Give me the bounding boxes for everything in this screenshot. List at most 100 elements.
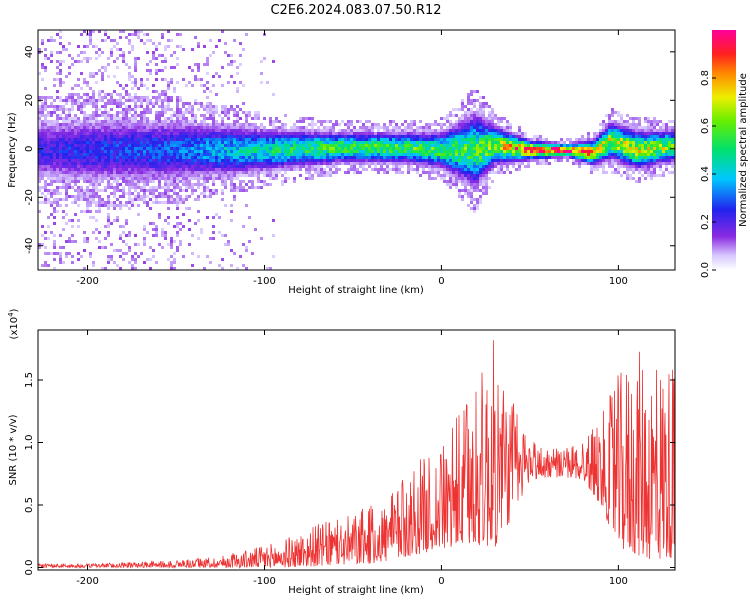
spectrogram-cell [95,195,98,198]
spectrogram-cell [557,153,560,156]
spectrogram-cell [551,141,554,144]
spectrogram-cell [107,225,110,228]
spectrogram-cell [107,258,110,261]
spectrogram-cell [107,255,110,258]
spectrogram-cell [434,150,437,153]
spectrogram-cell [296,150,299,153]
spectrogram-cell [275,132,278,135]
spectrogram-cell [443,135,446,138]
spectrogram-cell [227,150,230,153]
spectrogram-cell [596,168,599,171]
spectrogram-cell [167,156,170,159]
spectrogram-cell [623,159,626,162]
spectrogram-cell [626,159,629,162]
spectrogram-cell [230,153,233,156]
spectrogram-cell [368,159,371,162]
spectrogram-cell [230,159,233,162]
spectrogram-cell [107,120,110,123]
spectrogram-cell [434,144,437,147]
spectrogram-cell [152,228,155,231]
spectrogram-cell [314,168,317,171]
spectrogram-cell [167,165,170,168]
spectrogram-cell [416,159,419,162]
spectrogram-cell [53,198,56,201]
spectrogram-cell [110,54,113,57]
spectrogram-cell [122,135,125,138]
spectrogram-cell [161,144,164,147]
spectrogram-cell [614,162,617,165]
spectrogram-cell [257,141,260,144]
spectrogram-cell [431,162,434,165]
spectrogram-cell [125,252,128,255]
spectrogram-cell [104,93,107,96]
spectrogram-cell [329,150,332,153]
spectrogram-cell [167,126,170,129]
spectrogram-cell [557,144,560,147]
spectrogram-cell [506,126,509,129]
spectrogram-cell [335,144,338,147]
spectrogram-cell [182,156,185,159]
spectrogram-cell [173,90,176,93]
spectrogram-cell [287,129,290,132]
spectrogram-cell [107,186,110,189]
spectrogram-cell [227,177,230,180]
spectrogram-cell [146,201,149,204]
spectrogram-cell [488,147,491,150]
spectrogram-cell [386,144,389,147]
spectrogram-cell [620,117,623,120]
spectrogram-cell [152,57,155,60]
spectrogram-cell [92,114,95,117]
spectrogram-cell [635,165,638,168]
spectrogram-cell [464,147,467,150]
spectrogram-cell [179,126,182,129]
spectrogram-cell [539,147,542,150]
spectrogram-cell [575,159,578,162]
spectrogram-cell [50,189,53,192]
spectrogram-cell [188,141,191,144]
spectrogram-cell [353,168,356,171]
spectrogram-cell [179,132,182,135]
spectrogram-cell [113,75,116,78]
spectrogram-cell [44,261,47,264]
spectrogram-cell [473,126,476,129]
spectrogram-cell [269,147,272,150]
spectrogram-cell [179,240,182,243]
spectrogram-cell [152,147,155,150]
spectrogram-cell [98,153,101,156]
spectrogram-cell [602,144,605,147]
spectrogram-cell [41,144,44,147]
spectrogram-cell [161,228,164,231]
spectrogram-cell [338,132,341,135]
spectrogram-cell [200,183,203,186]
spectrogram-cell [98,135,101,138]
spectrogram-cell [320,150,323,153]
spectrogram-cell [122,159,125,162]
spectrogram-cell [155,162,158,165]
spectrogram-cell [53,99,56,102]
spectrogram-cell [422,147,425,150]
spectrogram-cell [62,162,65,165]
spectrogram-cell [212,150,215,153]
spectrogram-cell [92,72,95,75]
spectrogram-cell [119,84,122,87]
spectrogram-cell [236,72,239,75]
spectrogram-cell [545,150,548,153]
spectrogram-cell [155,57,158,60]
spectrogram-cell [308,171,311,174]
spectrogram-cell [605,114,608,117]
spectrogram-cell [110,255,113,258]
spectrogram-cell [116,48,119,51]
spectrogram-cell [527,162,530,165]
spectrogram-cell [170,174,173,177]
spectrogram-cell [617,159,620,162]
spectrogram-cell [233,126,236,129]
spectrogram-cell [176,105,179,108]
spectrogram-cell [62,174,65,177]
spectrogram-cell [83,129,86,132]
spectrogram-cell [176,81,179,84]
spectrogram-cell [278,126,281,129]
spectrogram-cell [281,159,284,162]
spectrogram-cell [137,114,140,117]
spectrogram-cell [89,147,92,150]
spectrogram-cell [155,198,158,201]
